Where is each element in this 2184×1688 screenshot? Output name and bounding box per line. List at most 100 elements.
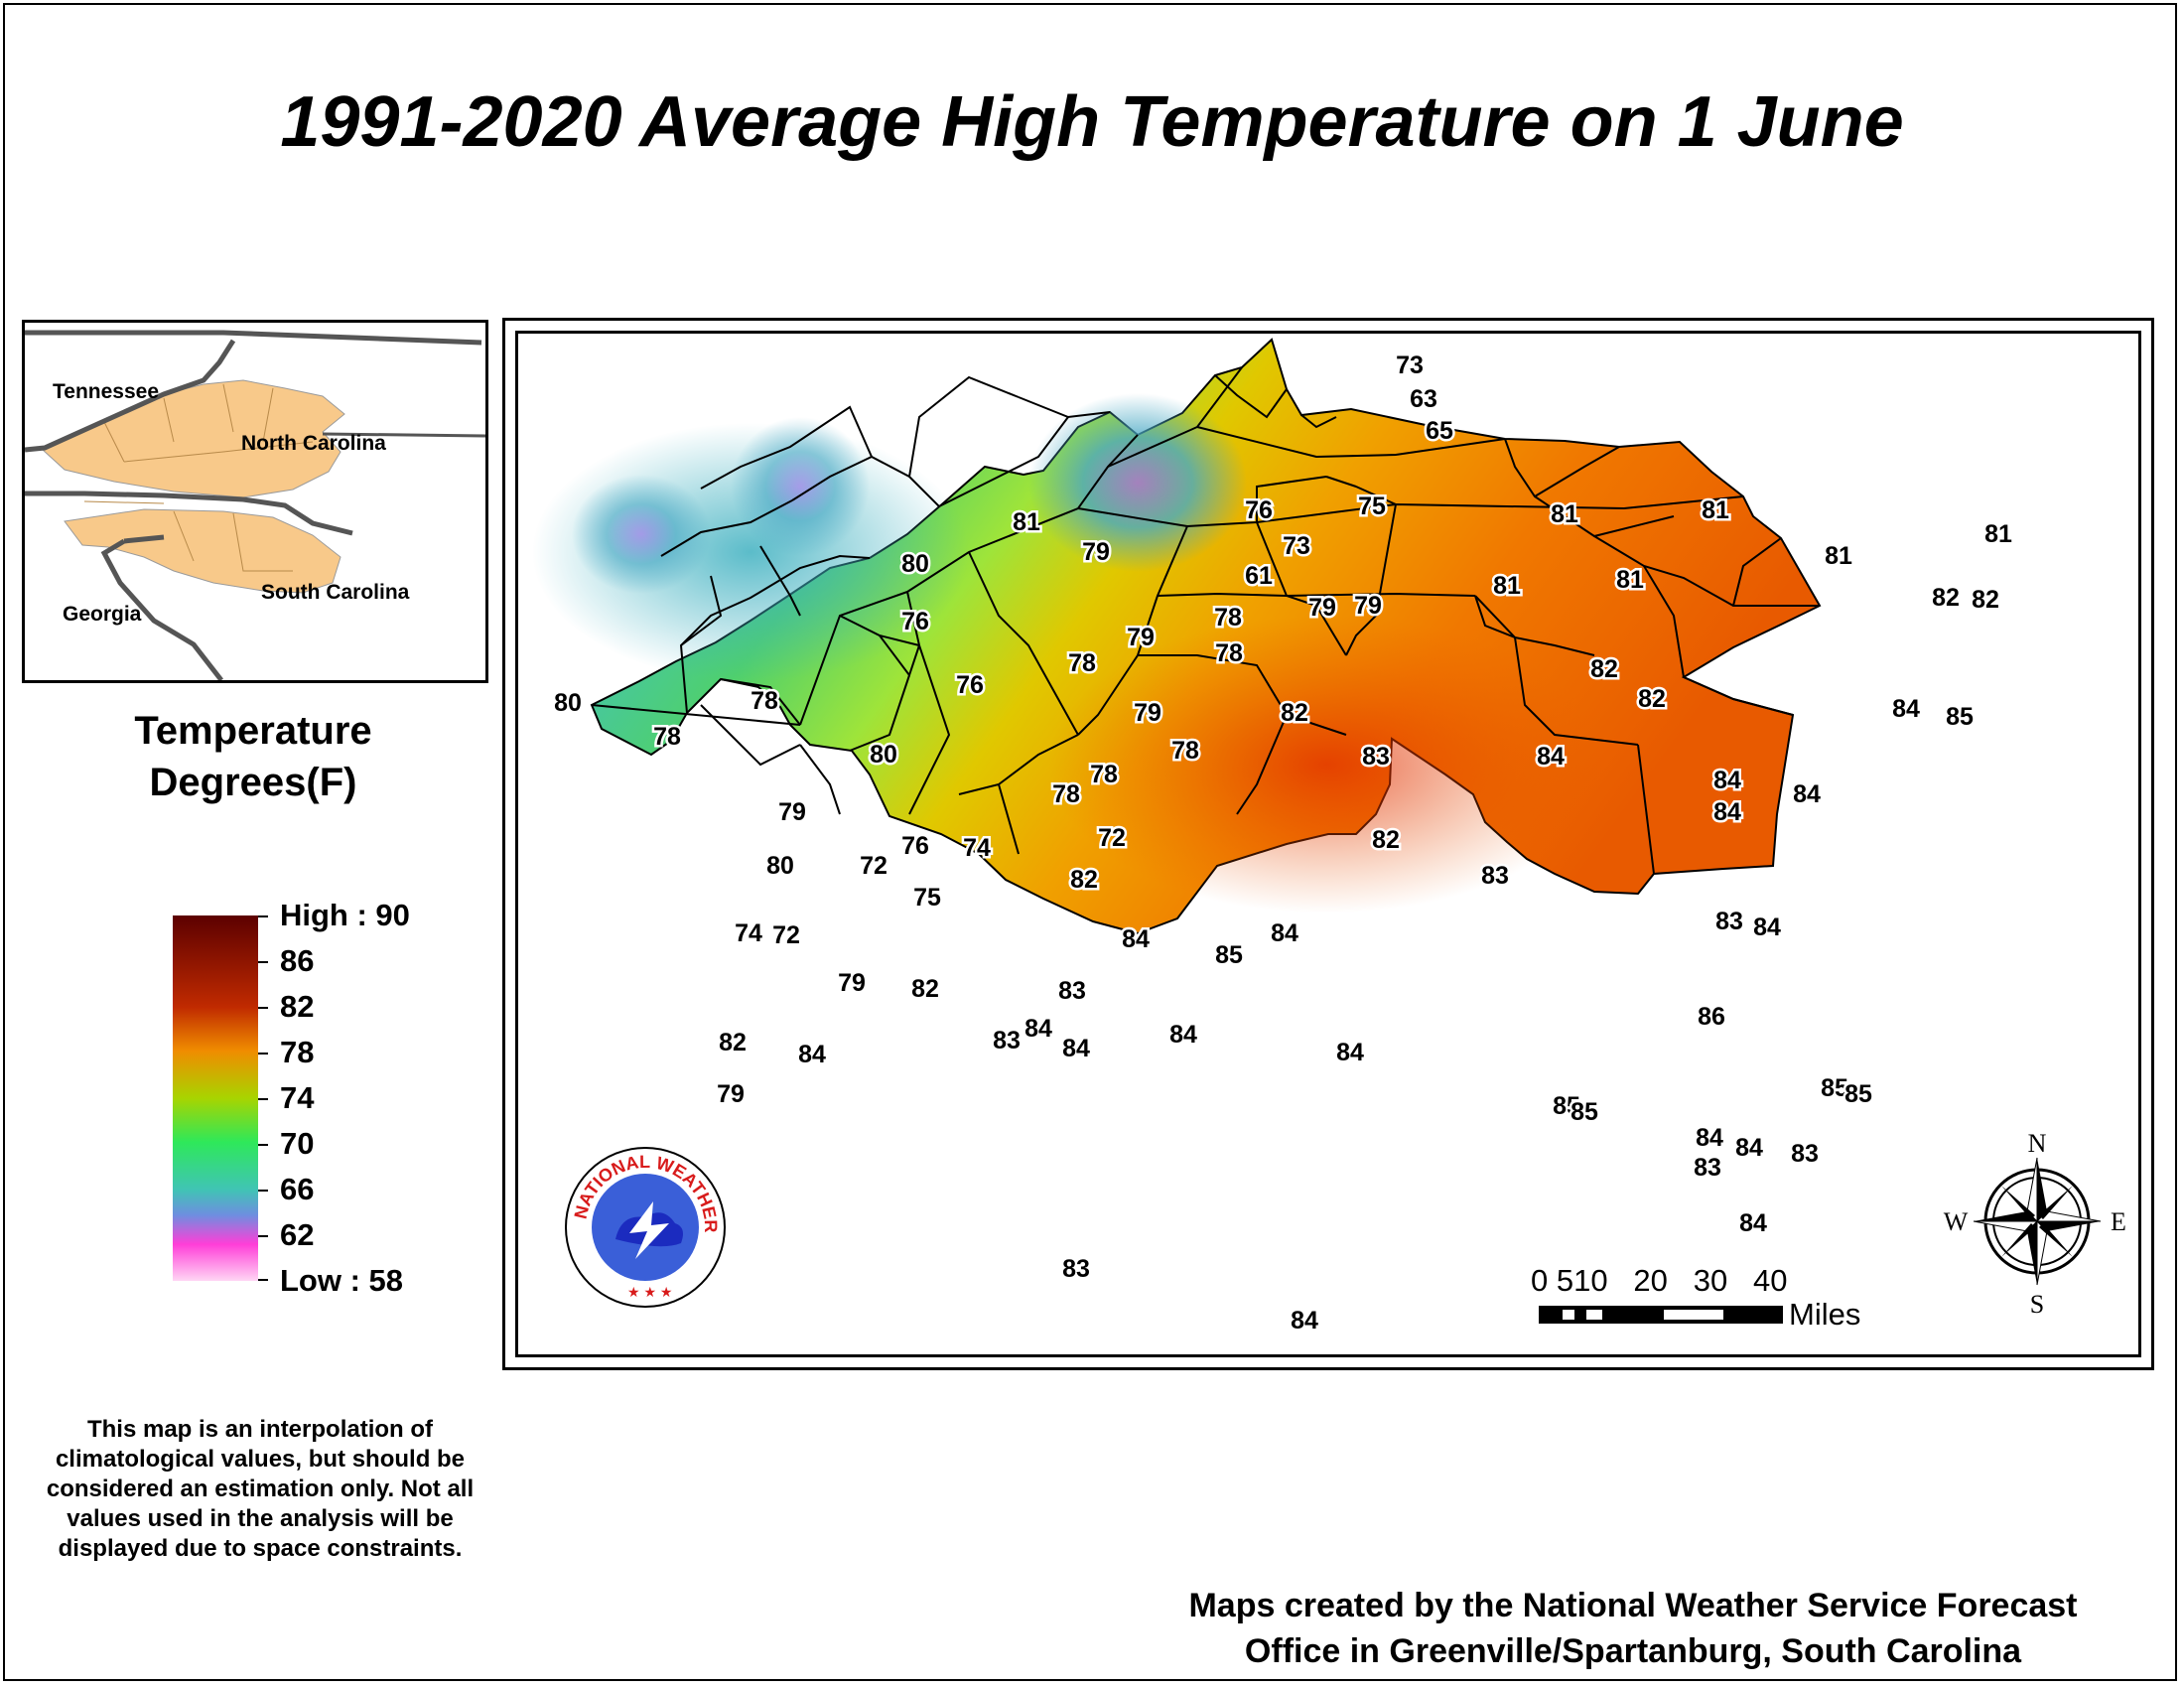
temp-value: 83 (1715, 908, 1743, 935)
temp-value: 80 (554, 689, 582, 717)
temp-value: 79 (1127, 624, 1155, 651)
temp-value: 79 (778, 798, 806, 826)
temp-value: 83 (1481, 862, 1509, 890)
legend-tick-label: 82 (280, 989, 315, 1024)
temp-value: 76 (956, 671, 984, 699)
temp-value: 81 (1013, 508, 1040, 536)
legend-tick (258, 961, 268, 963)
temp-value: 82 (1972, 586, 1999, 614)
inset-county-lines (83, 383, 314, 572)
temp-value: 72 (772, 921, 800, 949)
inset-sc-region (64, 508, 341, 594)
temp-value: 73 (1396, 352, 1424, 379)
temp-value: 76 (1245, 496, 1273, 524)
legend-tick (258, 1053, 268, 1055)
temp-value: 85 (1553, 1092, 1580, 1120)
temp-value: 78 (1214, 604, 1242, 632)
temp-value: 76 (901, 832, 929, 860)
temp-value: 84 (1537, 743, 1565, 771)
legend-tick-label: 74 (280, 1080, 315, 1115)
temp-value: 82 (1638, 685, 1666, 713)
high-elevation-zone (572, 475, 711, 594)
scale-bar-unit: Miles (1789, 1297, 1861, 1332)
inset-map-graphic (25, 330, 485, 680)
temp-value: 84 (1291, 1307, 1318, 1335)
credit-line2: Office in Greenville/Spartanburg, South … (1244, 1632, 2022, 1670)
inset-state-border-nc (25, 491, 353, 536)
legend-title-line2: Degrees(F) (149, 761, 357, 804)
legend-tick (258, 1235, 268, 1237)
compass-e: E (2111, 1207, 2126, 1236)
temp-value: 75 (1358, 492, 1386, 520)
temp-value: 78 (653, 723, 681, 751)
legend-title: Temperature Degrees(F) (60, 705, 447, 808)
temp-value: 85 (1946, 703, 1974, 731)
temp-value: 81 (1825, 542, 1852, 570)
temp-value: 84 (1892, 695, 1920, 723)
inset-label-georgia: Georgia (63, 603, 142, 626)
high-elevation-zone (731, 417, 870, 556)
temp-value: 84 (798, 1041, 826, 1068)
temp-value: 84 (1713, 798, 1741, 826)
legend-tick (258, 1098, 268, 1100)
temp-value: 79 (838, 969, 866, 997)
nws-logo-icon: NATIONAL WEATHER SERVICE ★ ★ ★ (560, 1132, 726, 1308)
legend-tick-label: 78 (280, 1035, 315, 1069)
page-border (3, 3, 2177, 1681)
temp-value: 83 (1362, 743, 1390, 771)
temp-value: 80 (766, 852, 794, 880)
legend-low-label: Low : 58 (280, 1263, 404, 1298)
inset-state-border-tn (25, 330, 482, 453)
high-elevation-zone (1028, 393, 1247, 572)
temp-value: 84 (1739, 1209, 1767, 1237)
temp-value: 82 (1281, 699, 1308, 727)
legend-tick-label: 86 (280, 943, 315, 978)
temp-value: 75 (913, 884, 941, 912)
county-boundaries (591, 366, 1820, 875)
temp-value: 83 (1694, 1154, 1721, 1182)
temp-value: 79 (1354, 592, 1382, 620)
disclaimer-note: This map is an interpolation of climatol… (46, 1416, 475, 1562)
temp-value: 79 (717, 1080, 745, 1108)
temp-value: 78 (1171, 737, 1199, 765)
legend-tick (258, 1279, 268, 1281)
temp-value: 84 (1336, 1039, 1364, 1066)
temp-value: 74 (963, 834, 991, 862)
legend-tick-label: 62 (280, 1217, 315, 1252)
temp-value: 85 (1844, 1080, 1872, 1108)
temp-value: 80 (901, 550, 929, 578)
temp-value: 81 (1551, 500, 1578, 528)
temp-value: 85 (1215, 941, 1243, 969)
inset-label-north-carolina: North Carolina (241, 432, 386, 455)
legend-tick-label: 66 (280, 1172, 315, 1206)
temp-value: 84 (1024, 1015, 1052, 1043)
temp-value: 86 (1698, 1003, 1725, 1031)
legend-tick-label: 70 (280, 1126, 315, 1161)
temp-value: 63 (1410, 385, 1437, 413)
temp-value: 81 (1493, 572, 1521, 600)
temp-value: 78 (1052, 780, 1080, 808)
temp-value: 83 (1791, 1140, 1819, 1168)
inset-locator-map: Tennessee North Carolina Georgia South C… (22, 320, 488, 683)
legend-high-label: High : 90 (280, 898, 410, 932)
legend-color-ramp (173, 915, 258, 1281)
temp-value: 72 (1098, 824, 1126, 852)
scale-bar (1539, 1306, 1783, 1324)
temp-value: 83 (1062, 1255, 1090, 1283)
temp-value: 78 (1215, 639, 1243, 667)
temp-value: 73 (1283, 532, 1310, 560)
temp-value: 78 (1090, 761, 1118, 788)
main-map-inner-frame (515, 331, 2141, 1357)
page-title: 1991-2020 Average High Temperature on 1 … (280, 82, 1904, 162)
temp-value: 74 (735, 919, 762, 947)
temp-value: 80 (870, 741, 897, 769)
legend-tick (258, 1007, 268, 1009)
temp-value: 82 (1590, 655, 1618, 683)
compass-rose-icon: N S E W (1944, 1129, 2126, 1319)
temp-value: 82 (911, 975, 939, 1003)
scale-bar-segment (1586, 1310, 1602, 1320)
temp-value: 76 (901, 608, 929, 635)
legend-tick (258, 1144, 268, 1146)
scale-bar-segment (1664, 1310, 1723, 1320)
temp-value: 84 (1793, 780, 1821, 808)
